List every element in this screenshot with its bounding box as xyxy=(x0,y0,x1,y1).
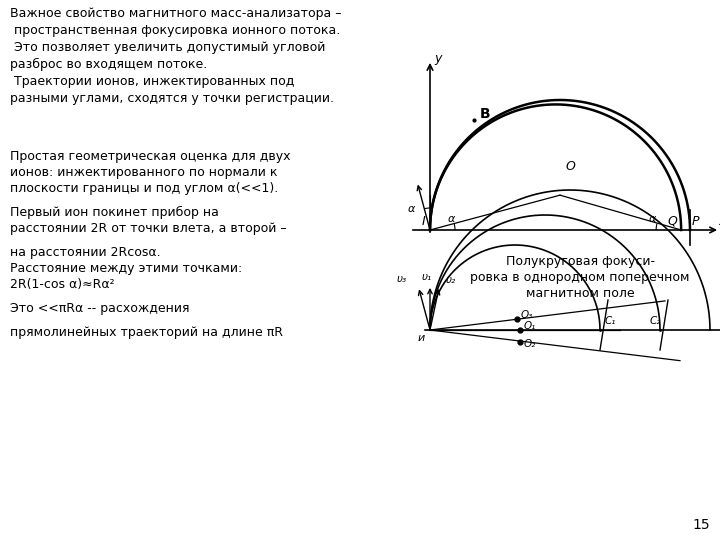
Text: магнитном поле: магнитном поле xyxy=(526,287,634,300)
Text: y: y xyxy=(434,52,441,65)
Text: O₂: O₂ xyxy=(524,339,536,349)
Text: x: x xyxy=(718,215,720,228)
Text: O: O xyxy=(565,160,575,173)
Text: Важное свойство магнитного масс-анализатора –: Важное свойство магнитного масс-анализат… xyxy=(10,7,341,20)
Text: α: α xyxy=(649,214,657,224)
Text: υ₂: υ₂ xyxy=(446,275,456,285)
Text: разброс во входящем потоке.: разброс во входящем потоке. xyxy=(10,58,207,71)
Text: ионов: инжектированного по нормали к: ионов: инжектированного по нормали к xyxy=(10,166,277,179)
Text: Траектории ионов, инжектированных под: Траектории ионов, инжектированных под xyxy=(10,75,294,88)
Text: Это <<πRα -- расхождения: Это <<πRα -- расхождения xyxy=(10,302,189,315)
Text: 2R(1-cos α)≈Rα²: 2R(1-cos α)≈Rα² xyxy=(10,278,114,291)
Text: α: α xyxy=(448,214,455,224)
Text: α: α xyxy=(408,204,415,214)
Text: Полукруговая фокуси-: Полукруговая фокуси- xyxy=(505,255,654,268)
Text: C₁: C₁ xyxy=(605,316,616,326)
Text: υ₁: υ₁ xyxy=(422,272,432,282)
Text: и: и xyxy=(418,333,426,343)
Text: I: I xyxy=(421,215,425,228)
Text: Q: Q xyxy=(667,215,677,228)
Text: разными углами, сходятся у точки регистрации.: разными углами, сходятся у точки регистр… xyxy=(10,92,334,105)
Text: C₂: C₂ xyxy=(650,316,662,326)
Text: B: B xyxy=(480,106,490,120)
Text: ровка в однородном поперечном: ровка в однородном поперечном xyxy=(470,271,690,284)
Text: расстоянии 2R от точки влета, а второй –: расстоянии 2R от точки влета, а второй – xyxy=(10,222,287,235)
Text: плоскости границы и под углом α(<<1).: плоскости границы и под углом α(<<1). xyxy=(10,182,278,195)
Text: пространственная фокусировка ионного потока.: пространственная фокусировка ионного пот… xyxy=(10,24,341,37)
Text: O₃: O₃ xyxy=(521,310,534,320)
Text: прямолинейных траекторий на длине πR: прямолинейных траекторий на длине πR xyxy=(10,326,283,339)
Text: Это позволяет увеличить допустимый угловой: Это позволяет увеличить допустимый углов… xyxy=(10,41,325,54)
Text: P: P xyxy=(692,215,700,228)
Text: υ₃: υ₃ xyxy=(396,274,407,284)
Text: O₁: O₁ xyxy=(524,321,536,331)
Text: Первый ион покинет прибор на: Первый ион покинет прибор на xyxy=(10,206,219,219)
Text: на расстоянии 2Rcosα.: на расстоянии 2Rcosα. xyxy=(10,246,161,259)
Text: 15: 15 xyxy=(693,518,710,532)
Text: Простая геометрическая оценка для двух: Простая геометрическая оценка для двух xyxy=(10,150,290,163)
Text: Расстояние между этими точками:: Расстояние между этими точками: xyxy=(10,262,242,275)
